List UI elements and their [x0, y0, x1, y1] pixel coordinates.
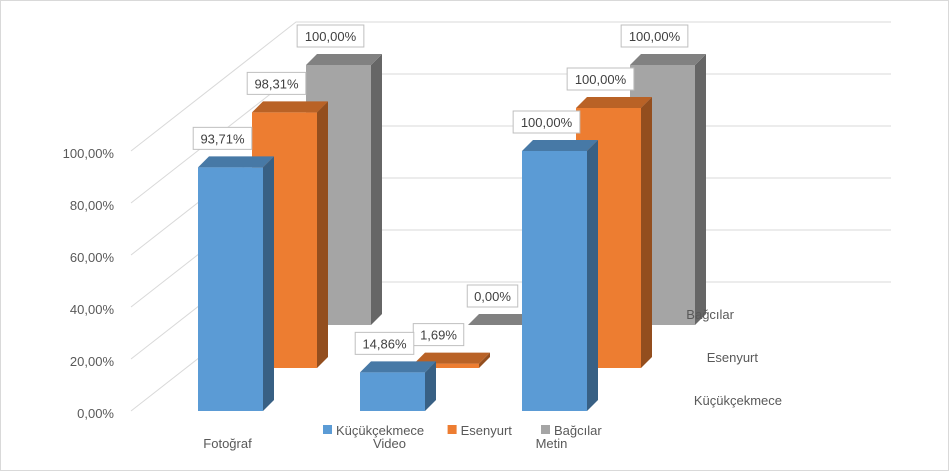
- bar-top: [198, 156, 274, 168]
- gridline: [130, 21, 891, 152]
- data-label: 0,00%: [466, 284, 519, 308]
- data-label: 100,00%: [566, 67, 635, 91]
- data-label-box: [296, 24, 365, 48]
- bar: [198, 156, 274, 411]
- bar-top: [414, 352, 490, 364]
- y-axis: 0,00% 20,00% 40,00% 60,00% 80,00% 100,00%: [63, 146, 115, 421]
- legend-swatch: [541, 425, 550, 434]
- data-label-text: 100,00%: [629, 29, 681, 44]
- depth-axis-label: Bağcılar: [686, 307, 734, 322]
- bar-front: [414, 363, 479, 368]
- bar: [414, 352, 490, 368]
- legend-item: Küçükçekmece: [323, 423, 424, 438]
- bar-front: [360, 372, 425, 411]
- legend-item: Bağcılar: [541, 423, 602, 438]
- data-label-text: 1,69%: [420, 328, 457, 343]
- legend-swatch: [323, 425, 332, 434]
- legend-swatch: [447, 425, 457, 434]
- data-label-box: [512, 110, 581, 134]
- y-tick-label: 60,00%: [70, 250, 115, 265]
- data-label-box: [192, 126, 253, 150]
- bar-top: [630, 54, 706, 65]
- data-label: 100,00%: [620, 24, 689, 48]
- data-label-box: [354, 331, 415, 355]
- bar-top: [522, 140, 598, 151]
- bar: [522, 140, 598, 411]
- y-tick-label: 80,00%: [70, 198, 115, 213]
- data-label-text: 14,86%: [362, 336, 407, 351]
- depth-axis: Küçükçekmece Esenyurt Bağcılar: [686, 307, 782, 408]
- data-label-box: [466, 284, 519, 308]
- legend: Küçükçekmece Esenyurt Bağcılar: [323, 423, 602, 438]
- bars: [198, 54, 706, 411]
- depth-axis-label: Küçükçekmece: [694, 393, 782, 408]
- y-tick-label: 40,00%: [70, 302, 115, 317]
- category-label: Video: [373, 436, 406, 451]
- legend-item: Esenyurt: [447, 423, 513, 438]
- bar-side: [587, 140, 598, 411]
- category-label: Metin: [536, 436, 568, 451]
- data-label-text: 100,00%: [575, 72, 627, 87]
- data-label-box: [566, 67, 635, 91]
- legend-label: Esenyurt: [461, 423, 513, 438]
- data-label: 100,00%: [512, 110, 581, 134]
- data-label: 93,71%: [192, 126, 253, 150]
- data-label: 14,86%: [354, 331, 415, 355]
- bar: [360, 361, 436, 411]
- data-label-text: 0,00%: [474, 289, 511, 304]
- bar-side: [263, 156, 274, 411]
- data-label-text: 100,00%: [521, 115, 573, 130]
- data-label: 1,69%: [412, 323, 465, 347]
- data-label: 98,31%: [246, 71, 307, 95]
- data-label-box: [620, 24, 689, 48]
- data-label-text: 93,71%: [200, 131, 245, 146]
- bar-side: [425, 361, 436, 411]
- data-labels: 100,00% 0,00% 100,00% 98,31% 1,69% 100,00% 93,…: [192, 24, 689, 355]
- y-tick-label: 100,00%: [63, 146, 115, 161]
- data-label-text: 100,00%: [305, 29, 357, 44]
- bar-side: [695, 54, 706, 325]
- y-tick-label: 20,00%: [70, 354, 115, 369]
- bar-top: [360, 361, 436, 373]
- bar-side: [641, 97, 652, 368]
- legend-label: Küçükçekmece: [336, 423, 424, 438]
- data-label-text: 98,31%: [254, 76, 299, 91]
- legend-label: Bağcılar: [554, 423, 602, 438]
- bar-side: [317, 101, 328, 369]
- data-label: 100,00%: [296, 24, 365, 48]
- bar-side: [479, 352, 490, 368]
- x-axis: Fotoğraf Video Metin: [203, 436, 567, 451]
- category-label: Fotoğraf: [203, 436, 252, 451]
- data-label-box: [246, 71, 307, 95]
- bar-top: [252, 101, 328, 113]
- bar-side: [371, 54, 382, 325]
- bar-front: [522, 151, 587, 411]
- depth-axis-label: Esenyurt: [707, 350, 759, 365]
- bar-top: [306, 54, 382, 65]
- y-tick-label: 0,00%: [77, 406, 114, 421]
- bar-top: [576, 97, 652, 108]
- bar-front: [198, 167, 263, 411]
